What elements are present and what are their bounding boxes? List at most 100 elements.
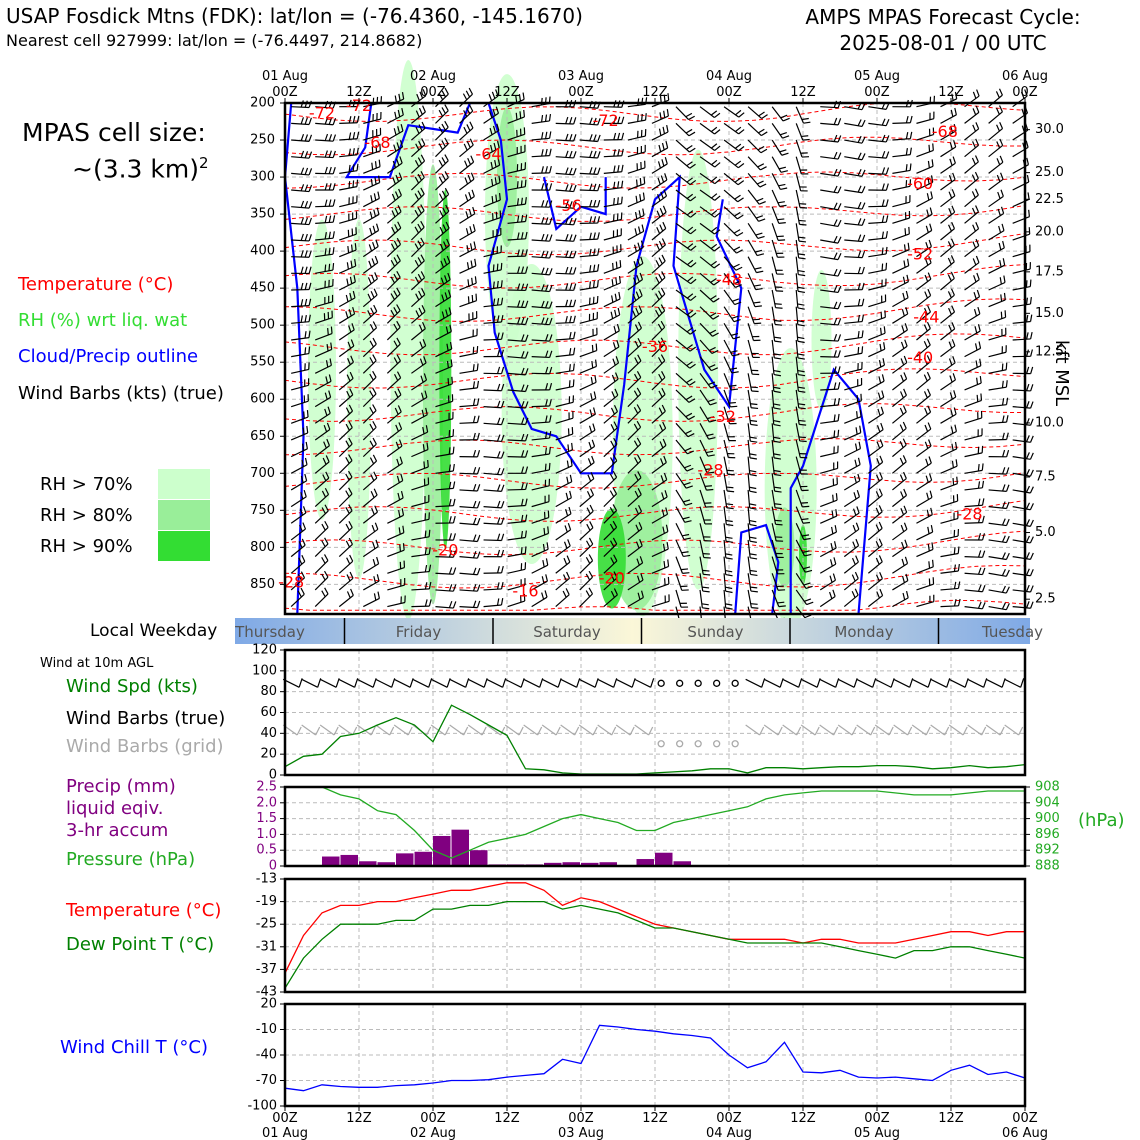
top-hour-label: 12Z: [642, 85, 668, 100]
barb-flag: [899, 407, 904, 415]
true-barb: [911, 678, 929, 688]
barb-flag: [837, 413, 840, 421]
wind-barb: [435, 429, 455, 441]
barb-flag: [778, 222, 786, 225]
barb-shaft: [507, 116, 525, 124]
barb-flag: [638, 288, 643, 296]
temperature-contour-label: -16: [512, 581, 538, 600]
barb-flag: [726, 486, 734, 489]
wind-barb: [387, 595, 406, 608]
barb-shaft: [675, 306, 691, 318]
barb-flag: [1001, 223, 1005, 231]
barb-flag: [778, 166, 787, 170]
true-barb: [1004, 678, 1021, 688]
barb-shaft: [675, 372, 690, 386]
barb-shaft: [795, 189, 801, 208]
barb-shaft: [916, 213, 933, 224]
barb-flag: [690, 262, 697, 268]
barb-shaft: [1012, 472, 1031, 477]
barb-flag: [617, 132, 621, 140]
barb-shaft: [411, 501, 429, 508]
barb-shaft: [892, 545, 908, 558]
top-date-label: 02 Aug: [410, 69, 456, 84]
barb-shaft: [507, 406, 526, 409]
barb-flag: [925, 225, 929, 233]
barb-flag: [452, 446, 455, 454]
barb-shaft: [411, 570, 430, 574]
barb-flag: [301, 443, 305, 451]
barb-shaft: [483, 389, 502, 392]
barb-flag: [328, 374, 332, 382]
barb-flag: [976, 89, 980, 97]
barb-flag: [441, 311, 445, 319]
barb-shaft: [916, 378, 931, 391]
rh-region-11: [678, 149, 719, 590]
barb-shaft: [290, 512, 307, 524]
wind-barb: [771, 489, 783, 510]
barb-shaft: [459, 93, 473, 108]
barb-flag: [325, 376, 329, 384]
wind-barb: [411, 89, 427, 108]
barb-flag: [495, 194, 498, 202]
barb-flag: [636, 420, 642, 428]
wind-barb: [627, 521, 643, 541]
barb-flag: [521, 482, 524, 490]
barb-shaft: [916, 278, 932, 291]
wind-barb: [386, 354, 401, 374]
wind-barb: [844, 330, 864, 341]
wind-barb: [868, 374, 885, 391]
barb-shaft: [771, 573, 779, 591]
barb-flag: [726, 503, 734, 506]
barb-shaft: [747, 206, 760, 222]
dewpoint-line: [284, 900, 1026, 989]
barb-flag: [374, 161, 377, 169]
wind-barb: [820, 285, 842, 294]
barb-shaft: [820, 239, 839, 244]
barb-shaft: [291, 122, 310, 126]
barb-shaft: [555, 545, 571, 558]
barb-shaft: [483, 269, 502, 274]
wind-barb: [362, 404, 377, 424]
wind-barb: [386, 422, 403, 441]
barb-flag: [516, 198, 520, 206]
barb-flag: [861, 218, 866, 226]
barb-flag: [372, 321, 378, 329]
wind-barb: [651, 304, 666, 324]
barb-shaft: [675, 156, 691, 169]
wind-barb: [892, 522, 908, 541]
barb-shaft: [988, 178, 1004, 191]
barb-flag: [753, 284, 761, 287]
barb-flag: [615, 261, 618, 269]
barb-flag: [441, 190, 447, 198]
barb-flag: [525, 300, 529, 308]
barb-flag: [541, 576, 545, 584]
barb-flag: [780, 170, 788, 173]
barb-shaft: [531, 222, 550, 225]
barb-flag: [328, 390, 332, 398]
wind-barb: [579, 264, 600, 274]
barb-flag: [833, 541, 837, 549]
wind-barb: [459, 189, 475, 208]
top-date-label: 03 Aug: [558, 69, 604, 84]
barb-shaft: [699, 322, 713, 337]
barb-flag: [591, 439, 596, 447]
barb-flag: [855, 555, 859, 563]
barb-flag: [399, 156, 403, 164]
barb-flag: [975, 222, 980, 229]
barb-flag: [757, 163, 765, 168]
barb-shaft: [435, 605, 454, 609]
grid-barb: [911, 724, 927, 736]
wind-barb: [627, 129, 647, 141]
wind-barb: [747, 172, 767, 188]
barb-flag: [397, 126, 401, 134]
barb-shaft: [820, 404, 839, 408]
barb-flag: [708, 381, 716, 386]
barb-shaft: [603, 460, 618, 474]
barb-shaft: [723, 556, 727, 575]
barb-shaft: [868, 221, 887, 224]
barb-grid-label: Wind Barbs (grid): [66, 736, 224, 757]
wind-barb: [988, 380, 1008, 391]
barb-shaft: [314, 510, 329, 524]
wind-barb: [627, 144, 646, 158]
wind-barb: [940, 123, 957, 141]
